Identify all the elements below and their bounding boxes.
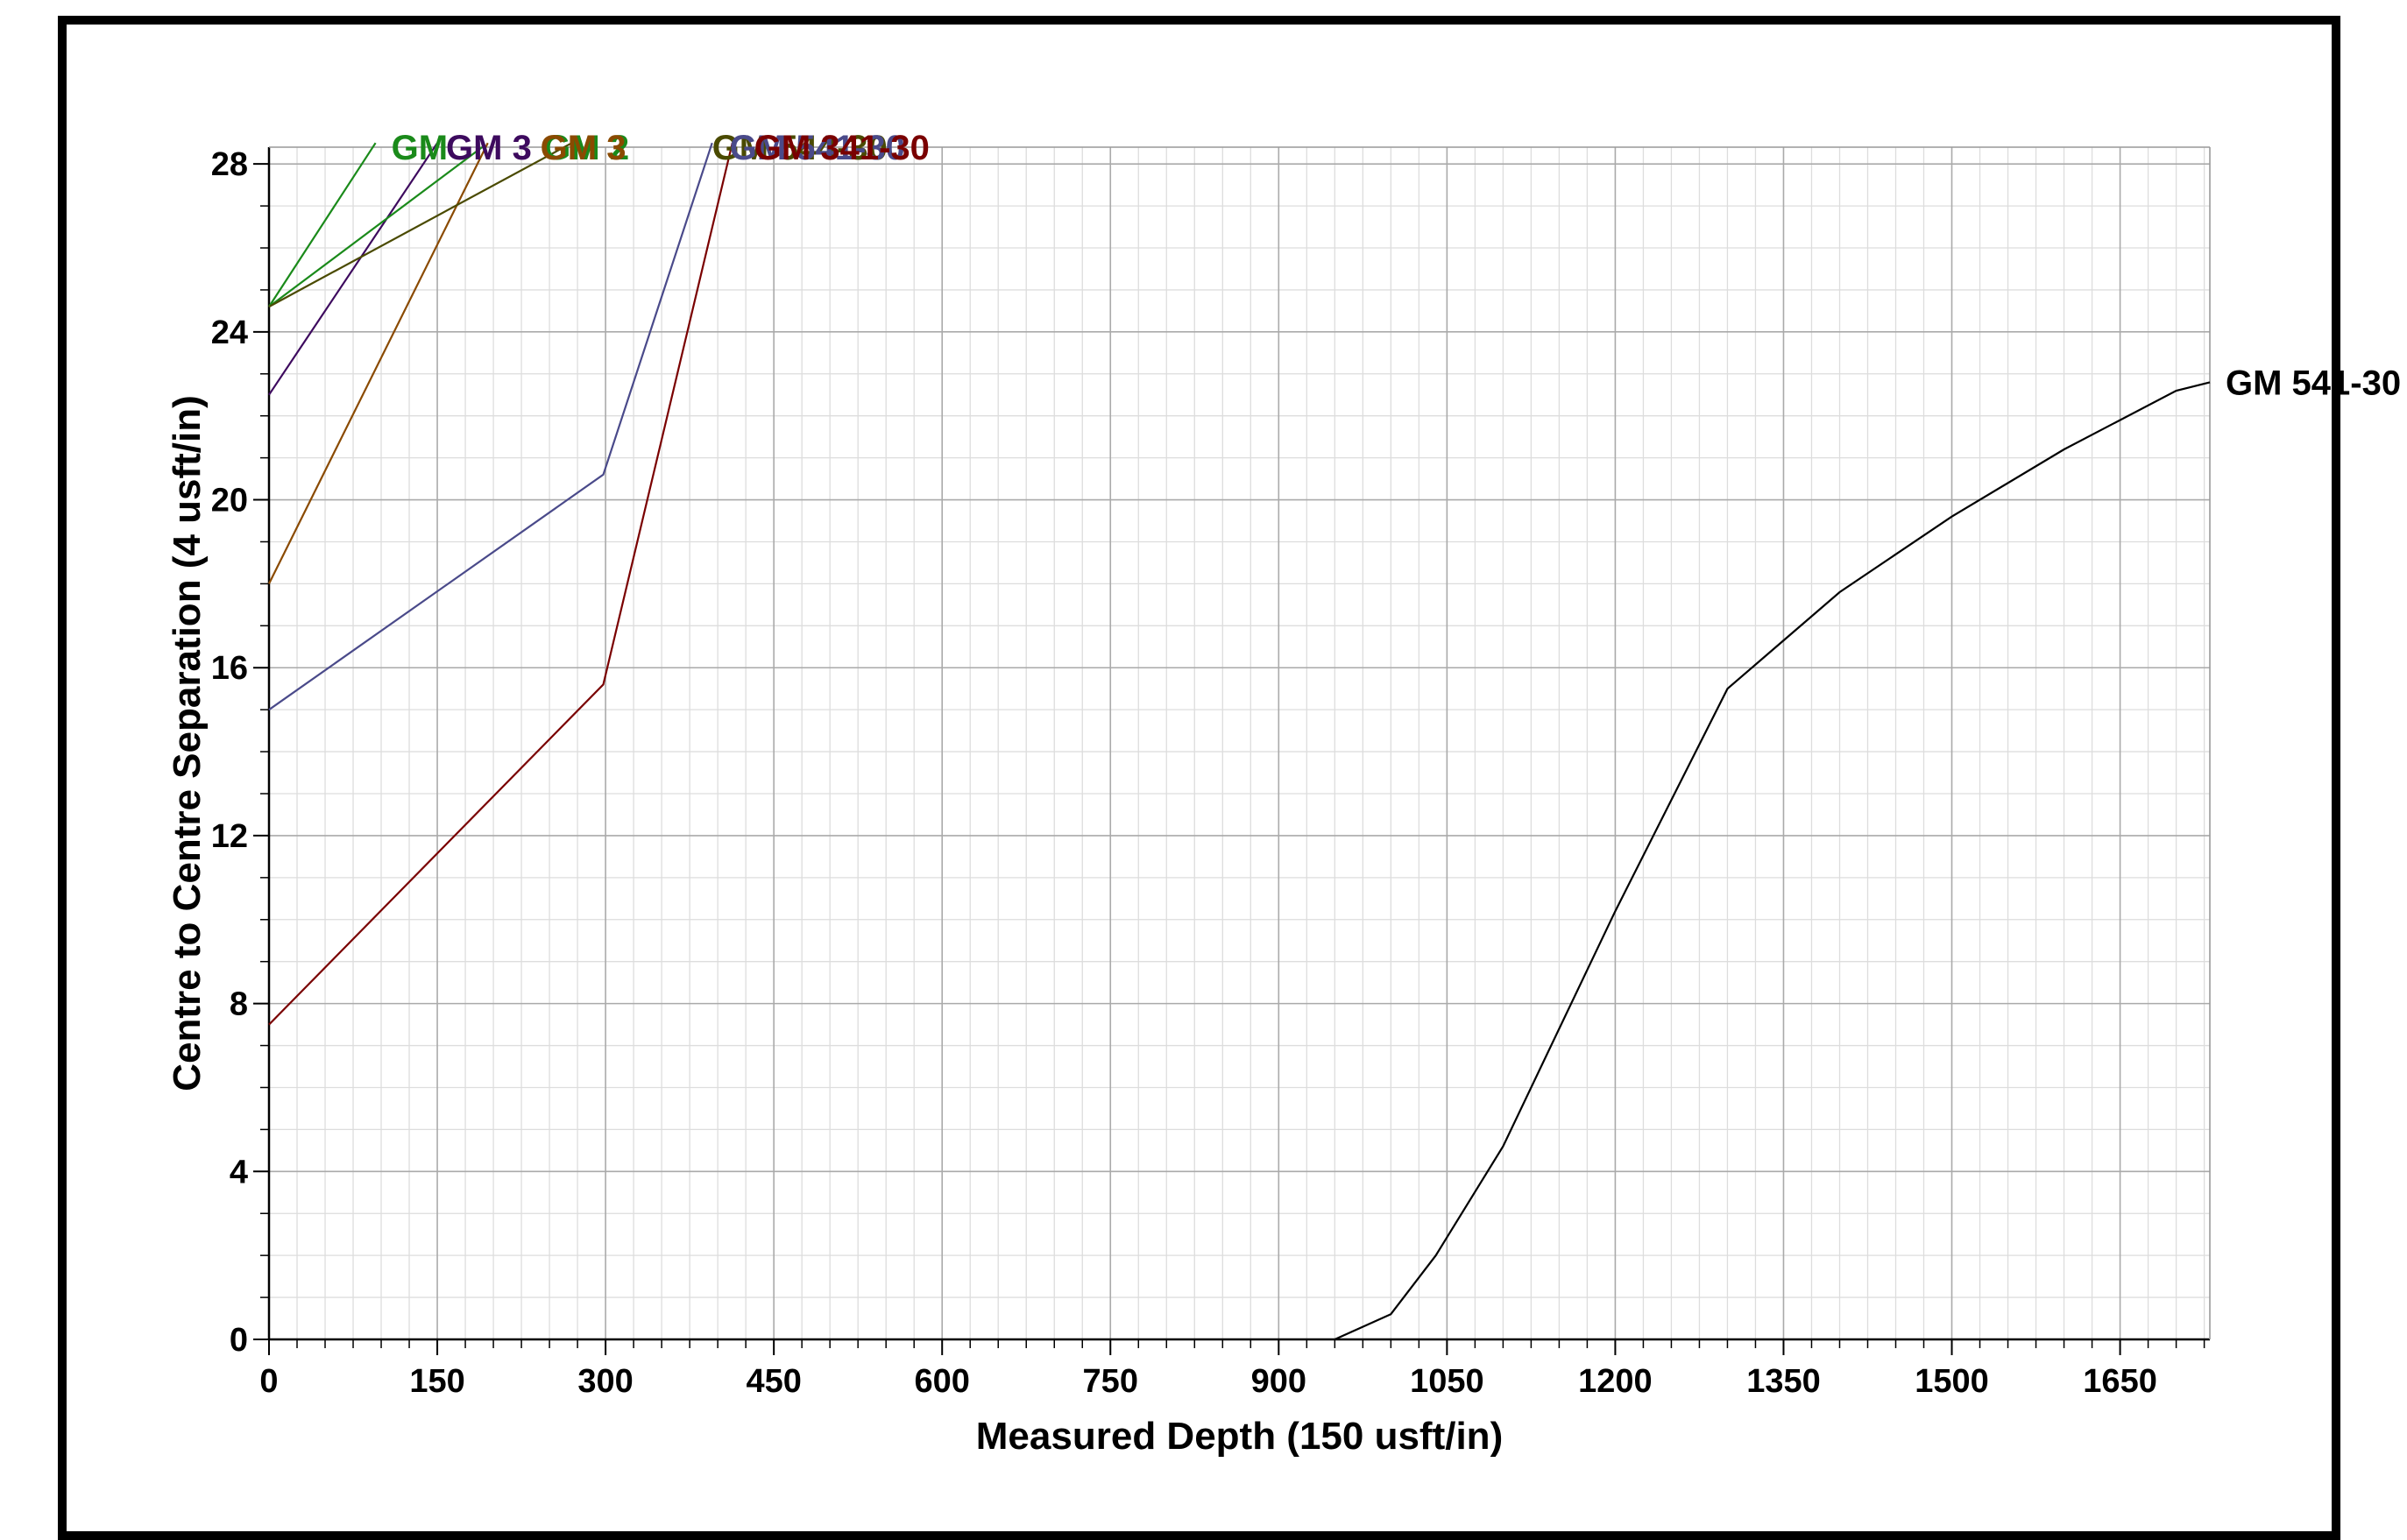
- x-axis-title: Measured Depth (150 usft/in): [976, 1415, 1503, 1458]
- series-line-2: [268, 142, 439, 396]
- y-tick-label: 8: [230, 986, 248, 1023]
- y-tick-label: 4: [230, 1154, 248, 1190]
- series-label-4: GM 3: [541, 129, 627, 167]
- series-line-5: [268, 142, 573, 308]
- series-label-2: GM 3: [446, 129, 532, 167]
- x-tick-label: 1650: [2083, 1363, 2157, 1400]
- series-label-7: GM 341-30: [754, 129, 930, 167]
- y-tick-label: 12: [211, 818, 248, 855]
- x-tick-label: 750: [1083, 1363, 1138, 1400]
- series-line-8: [1334, 381, 2211, 1341]
- x-tick-label: 1500: [1915, 1363, 1989, 1400]
- chart-frame: [58, 16, 2340, 1540]
- y-axis-title: Centre to Centre Separation (4 usft/in): [166, 395, 209, 1091]
- x-tick-label: 300: [577, 1363, 633, 1400]
- x-tick-label: 0: [259, 1363, 278, 1400]
- y-tick-label: 0: [230, 1322, 248, 1359]
- series-group: [268, 142, 2211, 1341]
- series-label-5: GM 544-30: [712, 129, 888, 167]
- minor-grid: [269, 147, 2210, 1339]
- y-tick-label: 16: [211, 650, 248, 687]
- x-tick-label: 450: [746, 1363, 801, 1400]
- x-tick-label: 1350: [1746, 1363, 1821, 1400]
- y-tick-label: 28: [211, 146, 248, 183]
- x-tick-label: 900: [1251, 1363, 1306, 1400]
- series-label-6: GM 541-30: [730, 129, 905, 167]
- series-line-7: [268, 142, 733, 1026]
- x-tick-label: 600: [915, 1363, 970, 1400]
- series-label-3: GM 2: [543, 129, 629, 167]
- axis-ticks: 0 150 300 450 600 750 900 1050 1200 1350 1500 1650 0…: [211, 146, 2205, 1400]
- series-line-6: [268, 142, 713, 711]
- series-line-1: [268, 142, 377, 307]
- x-tick-label: 150: [409, 1363, 464, 1400]
- x-tick-label: 1200: [1578, 1363, 1653, 1400]
- y-tick-label: 20: [211, 483, 248, 519]
- series-label-1: GM: [392, 129, 448, 167]
- series-line-3: [268, 146, 483, 307]
- major-grid: [268, 147, 2210, 1340]
- y-tick-label: 24: [211, 314, 248, 351]
- series-label-8: GM 541-30: [2226, 364, 2401, 402]
- x-tick-label: 1050: [1410, 1363, 1484, 1400]
- series-line-4: [268, 142, 489, 584]
- axes: [267, 146, 2211, 1341]
